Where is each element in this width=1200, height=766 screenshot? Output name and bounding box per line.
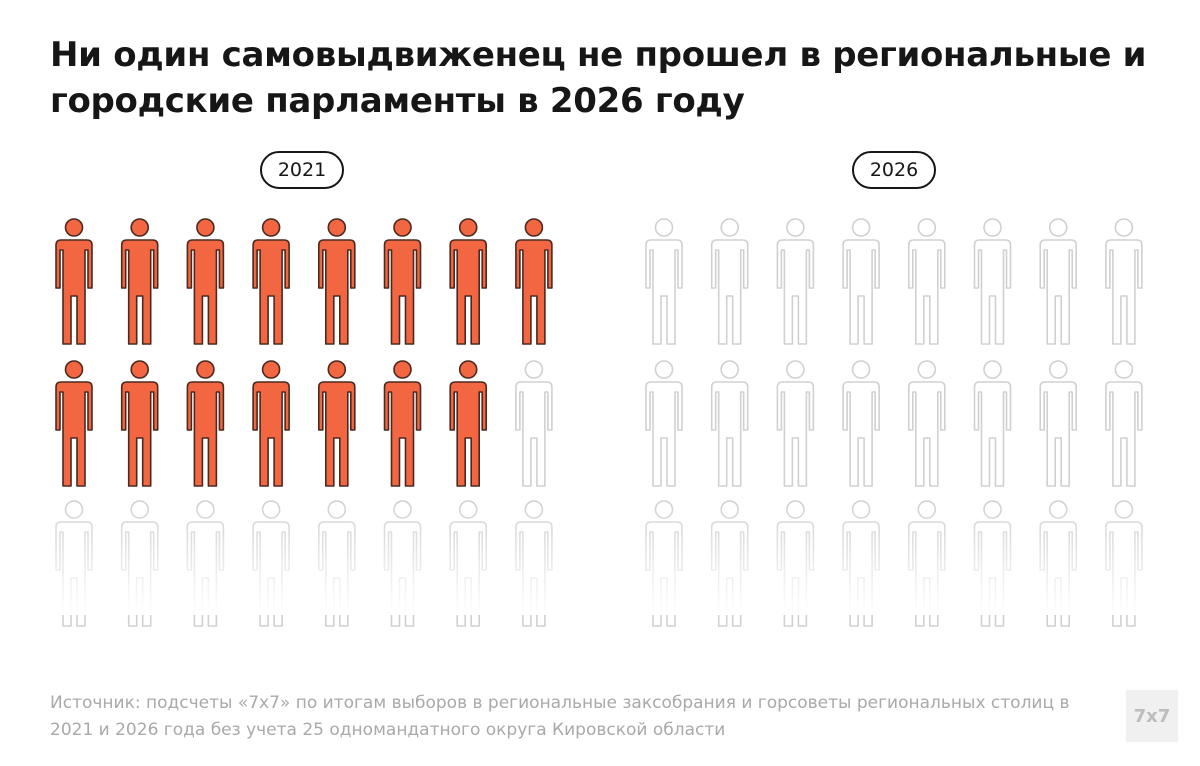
person-icon-filled-2021-14 bbox=[449, 360, 487, 487]
person-icon-filled-2021-4 bbox=[318, 218, 356, 345]
person-icon-empty-2026-15 bbox=[1105, 360, 1143, 487]
person-icon-filled-2021-12 bbox=[318, 360, 356, 487]
person-icon-empty-2026-8 bbox=[645, 360, 683, 487]
person-icon-empty-2026-1 bbox=[710, 218, 749, 345]
person-icon-filled-2021-13 bbox=[383, 360, 422, 487]
person-icon-empty-2026-2 bbox=[776, 218, 815, 345]
person-icon-filled-2021-10 bbox=[186, 360, 225, 487]
person-icon-empty-2026-7 bbox=[1105, 218, 1143, 345]
person-icon-empty-2026-14 bbox=[1039, 360, 1077, 487]
person-icon-empty-2026-4 bbox=[908, 218, 946, 345]
fade-overlay bbox=[0, 500, 1200, 615]
chart-title: Ни один самовыдвиженец не прошел в регио… bbox=[50, 35, 1147, 121]
person-icon-filled-2021-9 bbox=[120, 360, 159, 487]
person-icon-empty-2026-11 bbox=[842, 360, 880, 487]
pictogram-chart bbox=[0, 218, 1200, 627]
person-icon-filled-2021-5 bbox=[383, 218, 422, 345]
person-icon-filled-2021-6 bbox=[449, 218, 487, 345]
person-icon-filled-2021-8 bbox=[55, 360, 93, 487]
person-icon-filled-2021-0 bbox=[55, 218, 93, 345]
person-icon-empty-2026-13 bbox=[973, 360, 1012, 487]
person-icon-filled-2021-3 bbox=[252, 218, 290, 345]
brand-logo: 7x7 bbox=[1126, 690, 1178, 742]
person-icon-empty-2026-9 bbox=[710, 360, 749, 487]
person-icon-filled-2021-11 bbox=[252, 360, 290, 487]
year-label-2021: 2021 bbox=[260, 151, 344, 189]
person-icon-empty-2026-0 bbox=[645, 218, 683, 345]
source-note: Источник: подсчеты «7x7» по итогам выбор… bbox=[50, 693, 1070, 740]
person-icon-filled-2021-2 bbox=[186, 218, 225, 345]
person-icon-empty-2021-15 bbox=[515, 360, 553, 487]
person-icon-empty-2026-12 bbox=[908, 360, 946, 487]
person-icon-filled-2021-7 bbox=[515, 218, 553, 345]
person-icon-empty-2026-3 bbox=[842, 218, 880, 345]
person-icon-empty-2026-5 bbox=[973, 218, 1012, 345]
person-icon-filled-2021-1 bbox=[120, 218, 159, 345]
year-label-2026: 2026 bbox=[852, 151, 936, 189]
person-icon-empty-2026-6 bbox=[1039, 218, 1077, 345]
person-icon-empty-2026-10 bbox=[776, 360, 815, 487]
